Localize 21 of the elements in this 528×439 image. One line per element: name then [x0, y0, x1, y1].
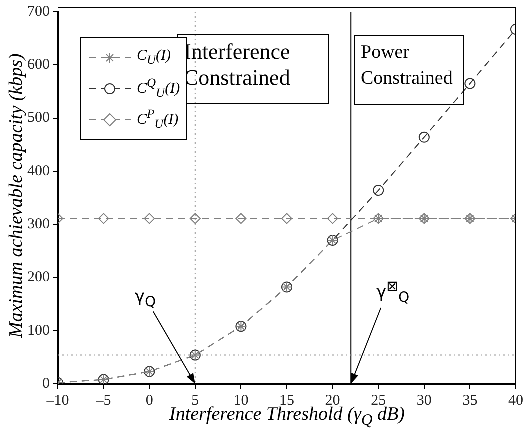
- x-tick-label: 35: [462, 392, 478, 409]
- y-tick-label: 100: [28, 322, 50, 339]
- y-tick-label: 500: [28, 110, 50, 126]
- y-tick-label: 300: [28, 216, 50, 233]
- legend-label: C$^{Q}$$_{U}$(I): [137, 76, 180, 101]
- x-tick-label: –5: [95, 392, 112, 409]
- annotation: γ$_{Q}$: [134, 286, 156, 310]
- x-tick-label: 30: [416, 392, 432, 409]
- y-tick-label: 400: [28, 163, 50, 180]
- annotation: Interference Constrained: [184, 39, 290, 90]
- legend-label: C$^{P}$$_{U}$(I): [137, 107, 179, 132]
- legend-label: C$_{U}$(I): [137, 48, 172, 68]
- y-axis-title: Maximum achievable capacity (kbps): [6, 53, 28, 338]
- y-tick-label: 700: [28, 4, 50, 20]
- y-tick-label: 0: [42, 376, 50, 392]
- y-tick-label: 200: [28, 270, 50, 286]
- x-tick-label: 40: [508, 392, 524, 409]
- y-tick-label: 600: [28, 57, 50, 74]
- x-tick-label: 0: [146, 392, 154, 409]
- annotation: Power Constrained: [354, 35, 464, 105]
- x-tick-label: –10: [46, 392, 70, 409]
